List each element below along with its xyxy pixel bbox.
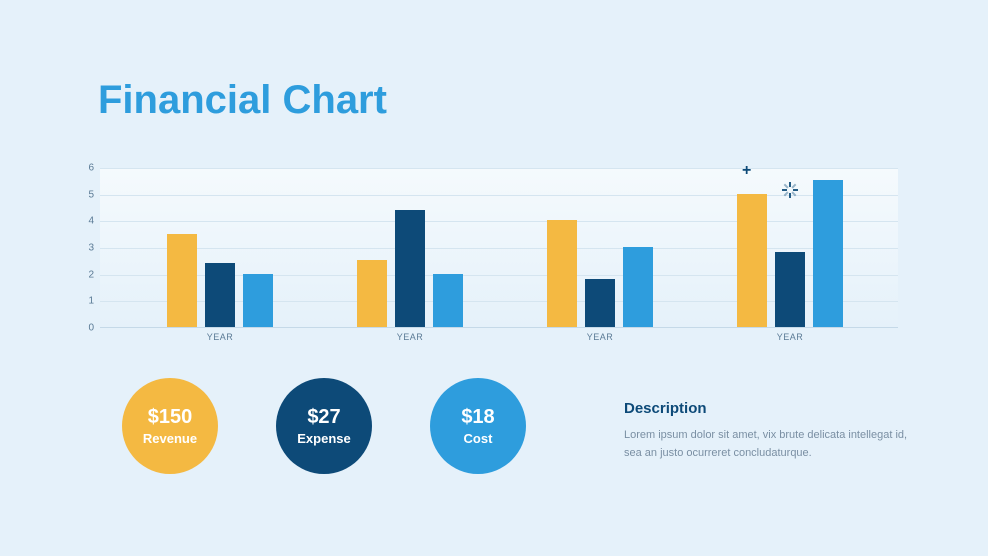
x-axis-label: YEAR <box>530 332 670 342</box>
description-text: Lorem ipsum dolor sit amet, vix brute de… <box>624 427 914 462</box>
summary-bubble: $18 Cost <box>430 378 526 474</box>
y-tick-label: 6 <box>88 163 94 174</box>
summary-bubble: $150 Revenue <box>122 378 218 474</box>
y-tick-label: 0 <box>88 323 94 334</box>
description-block: Description Lorem ipsum dolor sit amet, … <box>624 400 914 462</box>
plus-icon: + <box>742 162 751 180</box>
bar <box>775 252 805 327</box>
x-axis-label: YEAR <box>150 332 290 342</box>
bar <box>737 194 767 327</box>
bar <box>585 279 615 327</box>
y-tick-label: 4 <box>88 216 94 227</box>
bubble-label: Cost <box>464 431 493 446</box>
page-title: Financial Chart <box>98 78 387 123</box>
y-tick-label: 2 <box>88 269 94 280</box>
bar <box>623 247 653 327</box>
bar <box>167 234 197 327</box>
bubble-label: Expense <box>297 431 350 446</box>
bubble-value: $150 <box>148 406 193 429</box>
bar <box>395 210 425 327</box>
bubble-value: $18 <box>461 406 494 429</box>
bar <box>433 274 463 327</box>
bar <box>357 260 387 327</box>
bar <box>205 263 235 327</box>
y-tick-label: 1 <box>88 296 94 307</box>
spinner-icon <box>782 182 798 198</box>
summary-bubbles: $150 Revenue $27 Expense $18 Cost <box>122 378 526 474</box>
y-axis: 0123456 <box>78 168 98 328</box>
bubble-value: $27 <box>307 406 340 429</box>
bubble-label: Revenue <box>143 431 197 446</box>
bar <box>813 180 843 327</box>
description-heading: Description <box>624 400 914 417</box>
bar-group <box>340 168 480 327</box>
bar-group <box>150 168 290 327</box>
chart-plot <box>100 168 898 328</box>
y-tick-label: 3 <box>88 243 94 254</box>
bar-group <box>530 168 670 327</box>
financial-bar-chart: 0123456 YEARYEARYEARYEAR <box>78 168 898 343</box>
x-axis-label: YEAR <box>720 332 860 342</box>
summary-bubble: $27 Expense <box>276 378 372 474</box>
y-tick-label: 5 <box>88 189 94 200</box>
bar <box>243 274 273 327</box>
bar <box>547 220 577 327</box>
x-axis-label: YEAR <box>340 332 480 342</box>
